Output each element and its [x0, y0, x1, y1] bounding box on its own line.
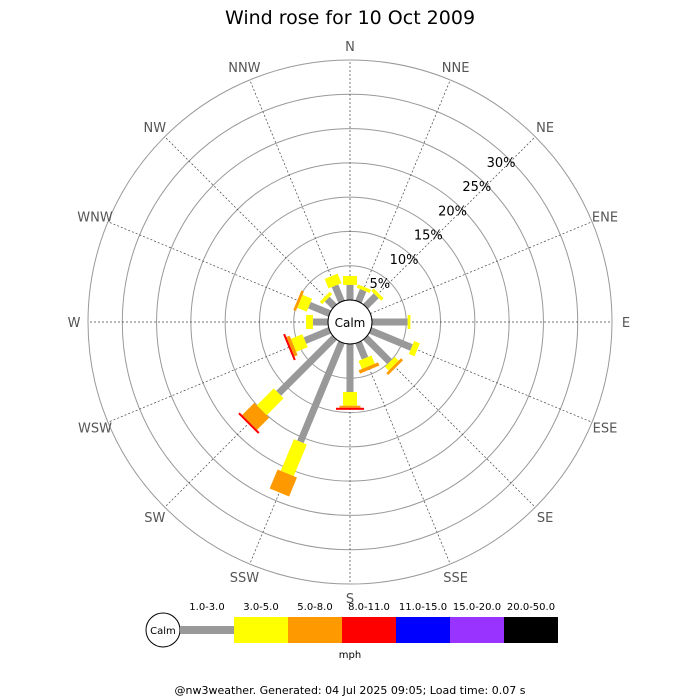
legend: Calm 1.0-3.0 3.0-5.0 5.0-8.0 8.0-11.0 11.0-1…: [145, 602, 558, 661]
direction-label-ne: NE: [536, 121, 554, 136]
direction-label-nnw: NNW: [228, 61, 260, 76]
radial-tick-label: 25%: [462, 180, 491, 195]
legend-swatch-3: [342, 617, 396, 643]
bar-n-bin-1: [343, 276, 357, 285]
bar-sse-bin-0: [355, 340, 369, 360]
radial-tick-label: 15%: [414, 229, 443, 244]
bar-nne-bin-1: [356, 284, 371, 293]
direction-label-ese: ESE: [593, 422, 618, 437]
spoke-wnw: [107, 221, 330, 314]
bar-ese-bin-0: [368, 327, 413, 351]
bar-sw-bin-0: [276, 335, 337, 396]
legend-label-1: 3.0-5.0: [243, 602, 278, 613]
radial-tick-label: 10%: [390, 253, 419, 268]
bar-wnw-bin-0: [308, 301, 332, 317]
bar-nw-bin-1: [319, 291, 333, 305]
bar-wsw-bin-1: [290, 334, 308, 352]
legend-swatch-0: [180, 626, 234, 634]
bar-sw-bin-2: [242, 402, 270, 430]
legend-swatch-1: [234, 617, 288, 643]
spoke-nw: [164, 136, 335, 307]
bar-s-bin-2: [339, 405, 361, 408]
direction-label-ssw: SSW: [230, 571, 260, 586]
direction-label-wnw: WNW: [77, 210, 113, 225]
spoke-ne: [365, 136, 536, 307]
legend-calm-label: Calm: [150, 626, 176, 637]
radial-tick-labels: 5%10% 15% 20% 25% 30%: [369, 156, 515, 292]
bar-wsw-bin-3: [283, 333, 296, 361]
bar-se-bin-2: [386, 358, 404, 376]
legend-label-6: 20.0-50.0: [507, 602, 555, 613]
bar-wsw-bin-2: [286, 335, 298, 357]
bar-ssw-bin-0: [297, 340, 345, 444]
wind-bars: [238, 273, 420, 497]
direction-label-s: S: [346, 592, 354, 607]
spoke-nnw: [249, 79, 342, 302]
direction-label-sse: SSE: [443, 571, 468, 586]
legend-unit: mph: [339, 650, 361, 661]
direction-label-e: E: [622, 316, 630, 331]
bar-s-bin-3: [336, 407, 364, 410]
legend-swatch-5: [450, 617, 504, 643]
bar-sw-bin-3: [238, 412, 260, 434]
bar-e-bin-1: [407, 315, 411, 329]
bar-ssw-bin-1: [280, 439, 307, 477]
grid-ring: [156, 128, 544, 516]
spoke-sse: [358, 342, 451, 565]
bar-nnw-bin-0: [331, 284, 345, 304]
spoke-ene: [370, 221, 593, 314]
footer-text: @nw3weather. Generated: 04 Jul 2025 09:0…: [175, 684, 526, 697]
legend-swatch-4: [396, 617, 450, 643]
direction-label-se: SE: [537, 511, 553, 526]
bar-e-bin-0: [372, 318, 408, 326]
legend-label-4: 11.0-15.0: [399, 602, 447, 613]
direction-label-w: W: [68, 316, 81, 331]
legend-label-3: 8.0-11.0: [348, 602, 390, 613]
bar-ne-bin-0: [363, 293, 379, 309]
bar-ne-bin-1: [371, 288, 384, 301]
bar-wsw-bin-0: [303, 327, 332, 344]
bar-s-bin-0: [346, 344, 354, 392]
bar-se-bin-1: [384, 356, 399, 371]
bar-sse-bin-2: [358, 362, 380, 374]
bar-nnw-bin-1: [324, 273, 342, 289]
legend-label-0: 1.0-3.0: [189, 602, 224, 613]
direction-label-n: N: [345, 40, 355, 55]
bar-se-bin-0: [363, 335, 393, 365]
bar-ssw-bin-2: [269, 469, 297, 497]
direction-label-sw: SW: [144, 511, 165, 526]
bar-wnw-bin-1: [297, 294, 313, 312]
radial-tick-label: 30%: [487, 156, 516, 171]
spoke-nne: [358, 79, 451, 302]
direction-labels: N NNE NE ENE E ESE SE SSE S SSW SW WSW W WNW NW NNW: [68, 40, 631, 607]
direction-label-ene: ENE: [592, 210, 618, 225]
legend-swatch-6: [504, 617, 558, 643]
legend-label-5: 15.0-20.0: [453, 602, 501, 613]
grid-ring: [87, 59, 613, 585]
grid-ring: [224, 196, 476, 448]
direction-label-wsw: WSW: [78, 422, 112, 437]
calm-label: Calm: [335, 316, 366, 330]
bar-sse-bin-1: [358, 355, 375, 370]
direction-label-nne: NNE: [442, 61, 470, 76]
bar-w-bin-1: [306, 315, 313, 329]
direction-spokes: [88, 60, 612, 584]
bar-s-bin-1: [343, 392, 357, 406]
bar-nw-bin-0: [324, 296, 337, 309]
bar-sw-bin-1: [256, 388, 284, 416]
bar-ese-bin-1: [408, 341, 420, 357]
bar-wnw-bin-2: [293, 290, 304, 311]
calm-circle: Calm: [327, 299, 373, 345]
bar-nne-bin-0: [355, 288, 367, 304]
direction-label-nw: NW: [144, 121, 167, 136]
radial-tick-label: 5%: [369, 277, 390, 292]
chart-title: Wind rose for 10 Oct 2009: [225, 7, 475, 29]
legend-swatch-2: [288, 617, 342, 643]
bar-w-bin-0: [312, 318, 329, 326]
radial-tick-label: 20%: [438, 204, 467, 219]
legend-label-2: 5.0-8.0: [297, 602, 332, 613]
bar-n-bin-0: [346, 284, 354, 300]
